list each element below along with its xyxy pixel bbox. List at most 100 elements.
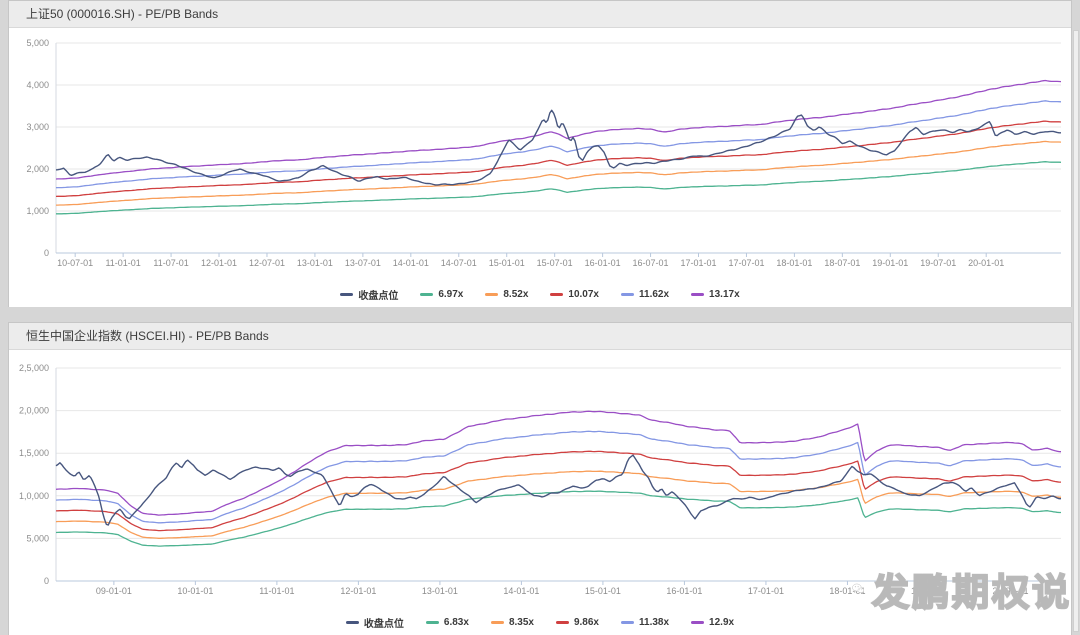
x-tick-label: 19-01-01 [911,586,947,596]
x-tick-label: 14-01-01 [393,258,429,268]
legend-swatch [550,292,564,296]
x-tick-label: 13-01-01 [422,586,458,596]
x-tick-label: 16-01-01 [666,586,702,596]
legend-label: 11.62x [639,288,670,300]
x-tick-label: 14-07-01 [441,258,477,268]
x-tick-label: 14-01-01 [503,586,539,596]
legend-item-close[interactable]: 收盘点位 [340,287,398,302]
x-tick-label: 16-01-01 [585,258,621,268]
pe-pb-band-chart-hscei[interactable]: 0 5,000 1,0,000 1,5,000 2,0,000 2,5,000 09-01-… [9,350,1071,635]
x-tick-label: 11-07-01 [153,258,188,268]
panel-title-sse50: 上证50 (000016.SH) - PE/PB Bands [9,1,1071,28]
x-tick-label: 15-07-01 [537,258,573,268]
x-tick-label: 15-01-01 [585,586,621,596]
x-tick-label: 10-07-01 [57,258,93,268]
band-line-11.38x[interactable] [55,430,1061,524]
band-line-8.35x[interactable] [55,470,1062,539]
band-line-6.97x[interactable] [56,161,1062,215]
legend-item-13.17x[interactable]: 13.17x [691,289,740,300]
x-tick-label: 15-01-01 [489,258,525,268]
x-tick-label: 12-01-01 [201,258,237,268]
x-tick-label: 12-07-01 [249,258,285,268]
legend-label: 收盘点位 [358,290,399,302]
close-price-line[interactable] [55,454,1061,526]
chart-area-hscei: 0 5,000 1,0,000 1,5,000 2,0,000 2,5,000 09-01-… [9,350,1071,635]
legend-swatch [420,292,434,296]
band-line-6.83x[interactable] [55,490,1061,547]
x-tick-label: 18-01-01 [829,586,865,596]
legend-label: 11.38x [639,616,670,628]
band-line-10.07x[interactable] [55,120,1062,198]
y-tick-label: 4,000 [26,80,49,90]
legend-swatch [340,292,354,296]
legend-swatch [490,620,504,624]
scrollbar-gutter[interactable] [1073,0,1080,635]
y-tick-label: 2,5,000 [19,363,49,373]
legend-item-6.83x[interactable]: 6.83x [425,616,469,628]
legend-item-10.07x[interactable]: 10.07x [550,289,599,300]
chart-legend-hscei: 收盘点位 6.83x 8.35x 9.86x 11.38x 12.9x [9,614,1071,630]
legend-label: 6.83x [443,616,469,628]
x-tick-label: 19-07-01 [920,258,956,268]
legend-label: 12.9x [709,616,735,628]
x-tick-label: 20-01-01 [992,586,1028,596]
panel-sse50: 上证50 (000016.SH) - PE/PB Bands 0 1,000 2,0… [8,0,1072,307]
legend-swatch [485,292,499,296]
legend-label: 8.52x [503,288,529,300]
x-tick-label: 18-01-01 [776,258,812,268]
x-tick-label: 18-07-01 [824,258,860,268]
legend-label: 10.07x [568,288,599,300]
x-tick-label: 09-01-01 [96,586,132,596]
x-tick-label: 19-01-01 [872,258,908,268]
legend-swatch [345,620,359,624]
panel-title-hscei: 恒生中国企业指数 (HSCEI.HI) - PE/PB Bands [9,323,1071,350]
legend-item-11.62x[interactable]: 11.62x [621,289,669,300]
legend-label: 6.97x [438,288,464,300]
y-tick-label: 5,000 [26,533,49,543]
legend-item-12.9x[interactable]: 12.9x [691,617,734,628]
legend-swatch [555,620,569,624]
legend-item-close[interactable]: 收盘点位 [345,615,404,630]
y-tick-label: 2,000 [26,164,49,174]
legend-label: 13.17x [709,288,740,300]
panel-hscei: 恒生中国企业指数 (HSCEI.HI) - PE/PB Bands 0 5,000… [8,322,1072,635]
y-tick-label: 2,0,000 [19,406,49,416]
x-tick-label: 20-01-01 [968,258,1004,268]
legend-label: 收盘点位 [363,618,404,630]
y-tick-label: 0 [44,248,49,258]
legend-swatch [691,292,705,296]
band-line-13.17x[interactable] [55,79,1062,180]
legend-label: 8.35x [508,616,534,628]
x-tick-label: 17-01-01 [748,586,784,596]
y-tick-label: 3,000 [26,122,49,132]
band-line-8.52x[interactable] [56,140,1062,206]
x-tick-label: 11-01-01 [259,586,294,596]
pe-pb-band-chart-sse50[interactable]: 0 1,000 2,000 3,000 4,000 5,000 10-07-01 11-01-… [9,28,1071,307]
y-tick-label: 1,000 [26,206,49,216]
legend-item-8.35x[interactable]: 8.35x [490,616,534,628]
y-tick-label: 5,000 [26,38,49,48]
y-tick-label: 1,5,000 [19,448,49,458]
x-tick-label: 13-01-01 [297,258,333,268]
chart-legend-sse50: 收盘点位 6.97x 8.52x 10.07x 11.62x 13.17x [9,286,1071,302]
legend-item-11.38x[interactable]: 11.38x [621,617,669,628]
x-tick-label: 10-01-01 [177,586,213,596]
x-tick-label: 13-07-01 [345,258,381,268]
legend-item-9.86x[interactable]: 9.86x [555,616,599,628]
band-line-9.86x[interactable] [55,450,1061,532]
y-tick-label: 0 [44,576,49,586]
x-tick-label: 17-01-01 [680,258,716,268]
x-tick-label: 12-01-01 [340,586,376,596]
chart-area-sse50: 0 1,000 2,000 3,000 4,000 5,000 10-07-01 11-01-… [9,28,1071,307]
y-tick-label: 1,0,000 [19,491,49,501]
legend-label: 9.86x [573,616,599,628]
legend-swatch [691,620,705,624]
close-price-line[interactable] [55,109,1061,186]
legend-item-8.52x[interactable]: 8.52x [485,289,528,300]
band-line-12.9x[interactable] [55,410,1062,516]
legend-item-6.97x[interactable]: 6.97x [420,289,463,300]
x-tick-label: 11-01-01 [105,258,140,268]
x-tick-label: 17-07-01 [728,258,764,268]
legend-swatch [621,292,634,296]
x-tick-label: 16-07-01 [633,258,669,268]
